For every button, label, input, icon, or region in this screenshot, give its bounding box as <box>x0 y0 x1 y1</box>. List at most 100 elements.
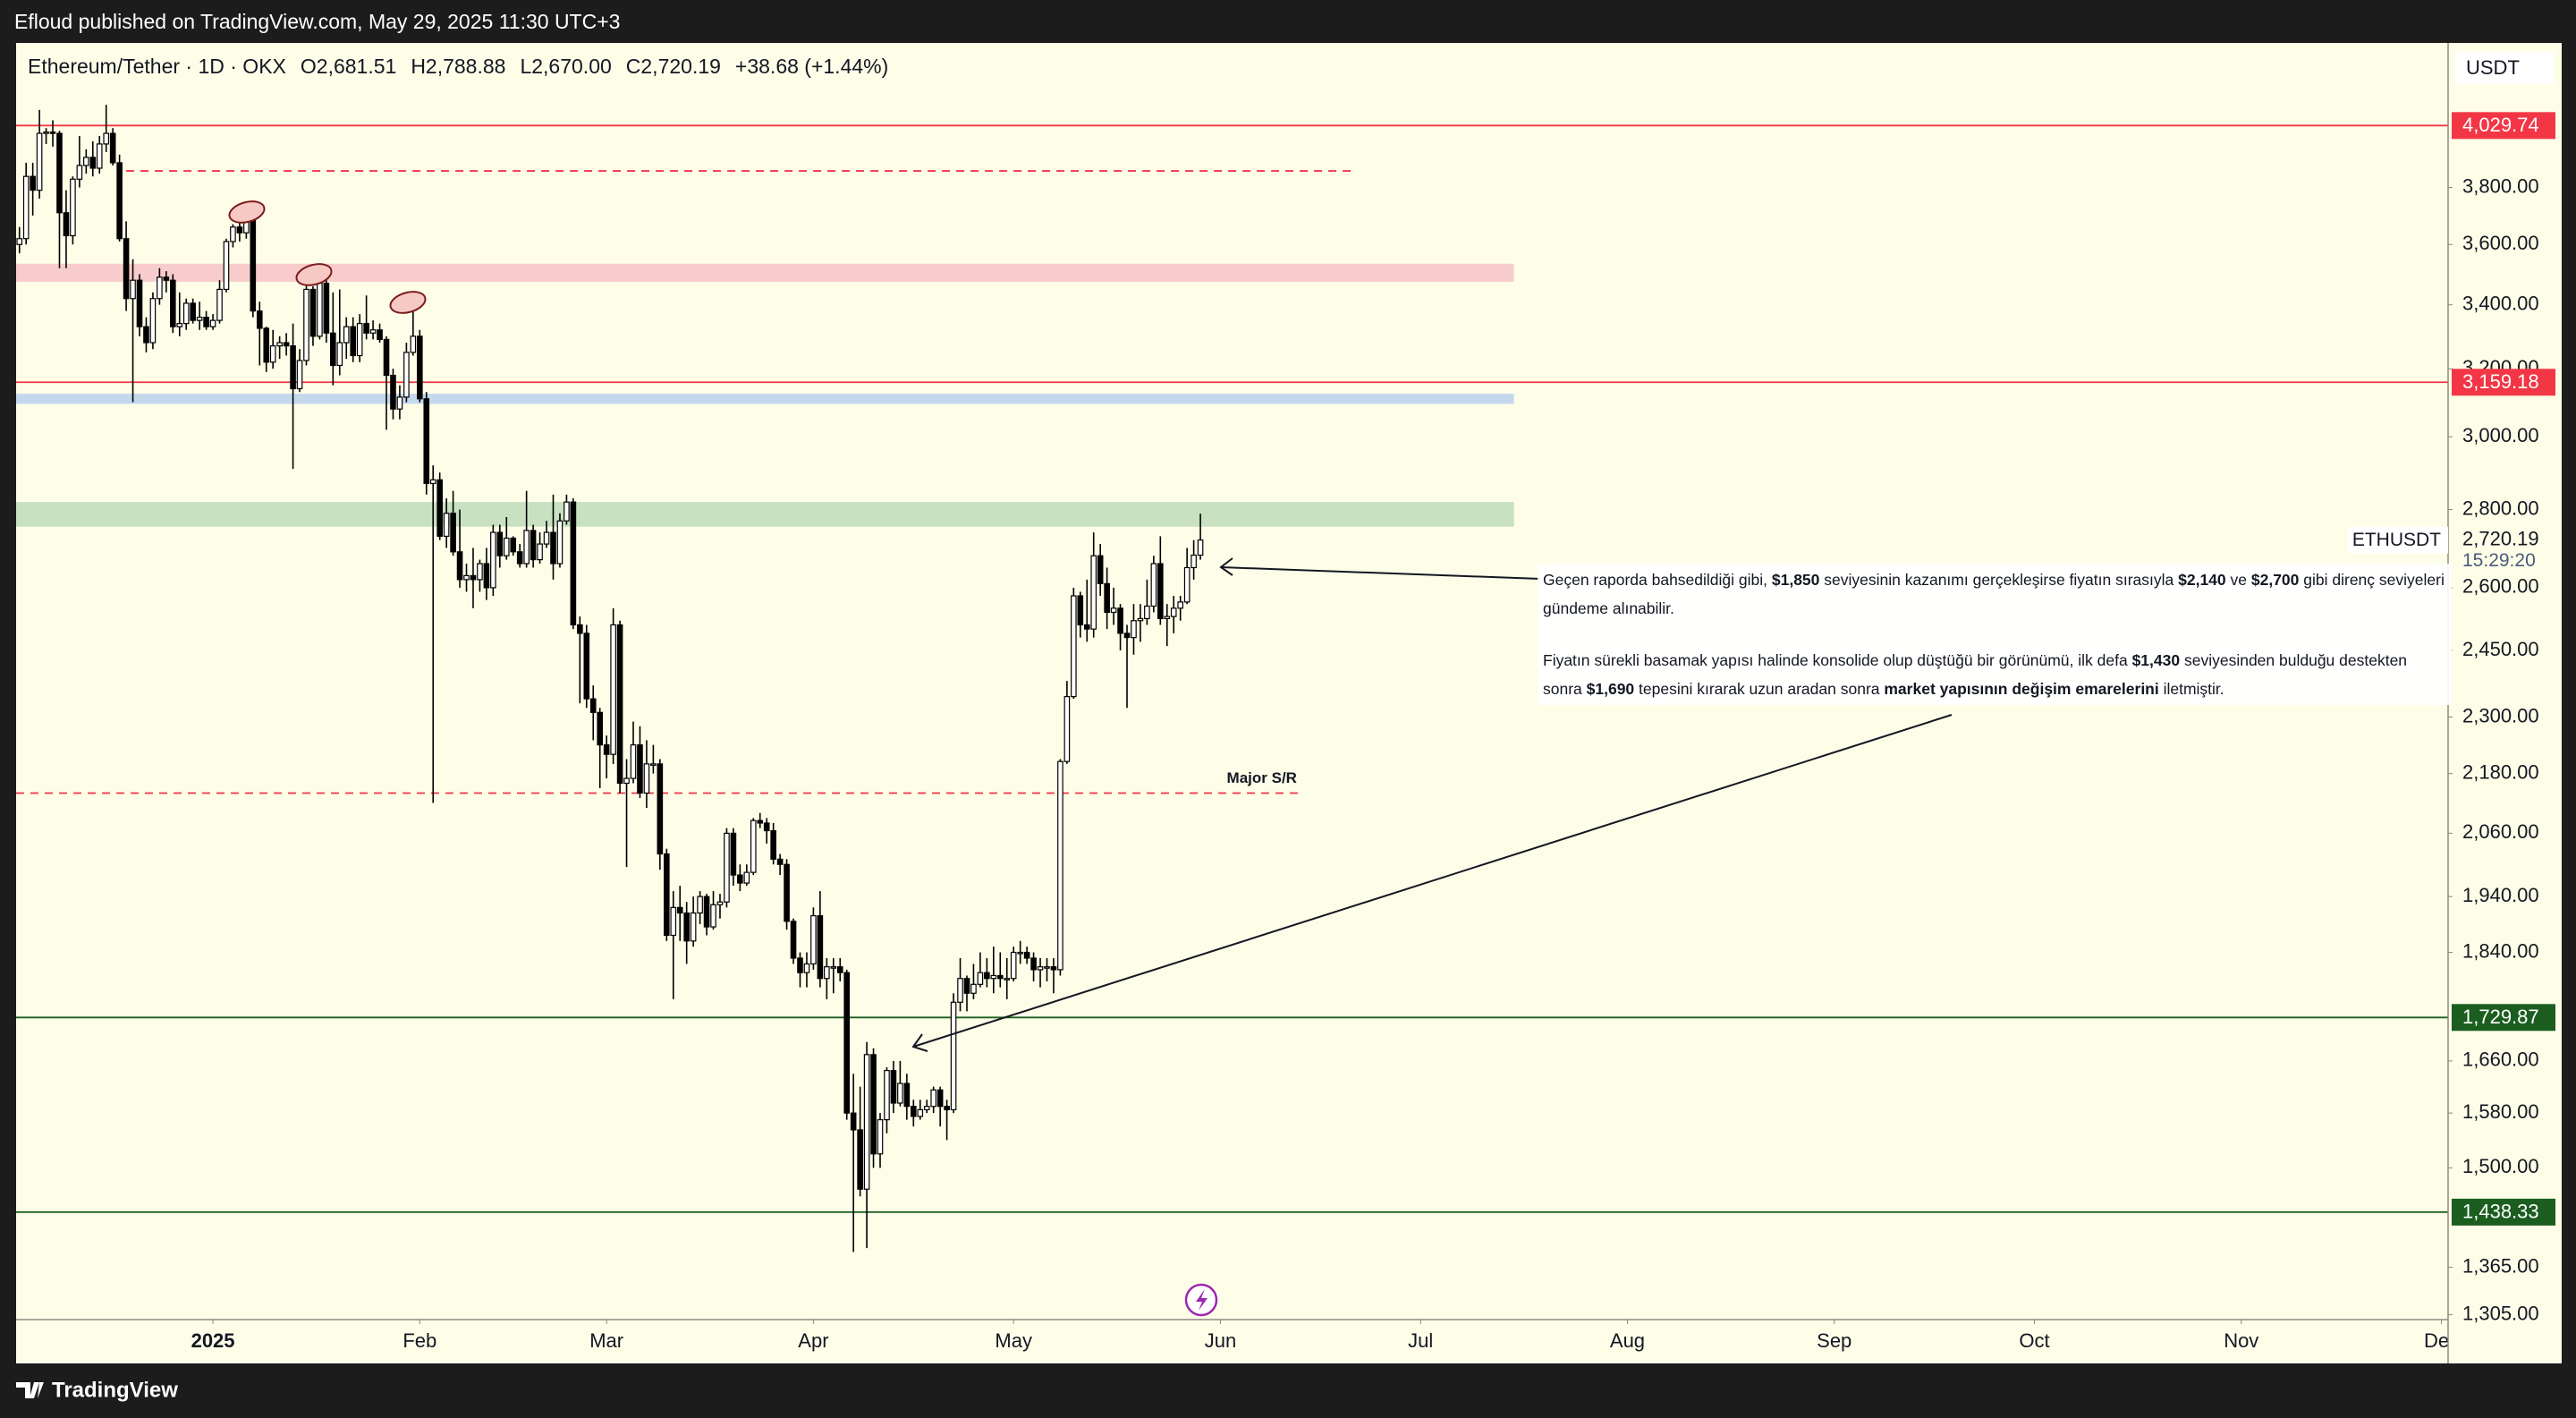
candle-body <box>790 921 797 959</box>
candle-body <box>603 744 610 755</box>
y-tick-label: 3,800.00 <box>2462 174 2539 197</box>
candle-body <box>1131 620 1137 639</box>
candle-body <box>630 744 637 779</box>
candle-body <box>276 342 283 347</box>
candle-body <box>597 711 604 746</box>
candle-body <box>543 531 550 545</box>
x-tick-label: Nov <box>2224 1329 2258 1352</box>
candle-body <box>763 822 770 832</box>
candle-body <box>176 323 183 327</box>
plot: Major S/R 2025 Feb Mar Apr May Jun Jul Aug Sep Oct… <box>16 43 2562 1363</box>
candle-body <box>256 310 263 329</box>
candle-body <box>283 342 290 347</box>
candle-body <box>1090 555 1097 630</box>
candle-body <box>1097 555 1104 584</box>
candle-body <box>503 537 510 556</box>
candle-body <box>436 479 443 537</box>
candle-body <box>970 983 977 994</box>
candle-body <box>290 345 296 390</box>
candle-body <box>49 131 56 134</box>
x-tick-label: May <box>995 1329 1032 1352</box>
candle-body <box>757 819 764 824</box>
candle-body <box>149 298 157 344</box>
candle-body <box>1004 978 1011 981</box>
note-text: seviyesinden bulduğu destekten sonra <box>1543 651 2408 698</box>
candle-body <box>770 829 776 860</box>
candle-body <box>810 915 817 965</box>
candle-body <box>917 1108 924 1117</box>
candle-body <box>43 131 49 134</box>
candle-body <box>157 276 163 300</box>
candle-body <box>664 853 670 937</box>
footer-brand: TradingView <box>52 1378 178 1402</box>
arrow <box>912 714 1953 1048</box>
candle-body <box>350 326 357 357</box>
y-tick-label: 2,060.00 <box>2462 820 2539 843</box>
y-tick-label: 2,800.00 <box>2462 497 2539 519</box>
candle-body <box>363 323 369 334</box>
candle-body <box>309 288 317 337</box>
candle-body <box>70 178 76 237</box>
note-bold: $1,430 <box>2131 651 2181 669</box>
candle-body <box>83 157 89 166</box>
candle-body <box>1183 566 1191 603</box>
note-text: iletmiştir. <box>2158 680 2224 698</box>
note-text: seviyesinin kazanımı gerçekleşirse fiyat… <box>1819 571 2179 589</box>
candle-body <box>1117 607 1123 634</box>
candle-body <box>797 957 803 973</box>
x-tick-label: Aug <box>1610 1329 1645 1352</box>
candle-body <box>936 1089 944 1108</box>
countdown: 15:29:20 <box>2462 550 2536 571</box>
candle-body <box>450 513 456 553</box>
highlight-ellipse <box>295 263 333 286</box>
note-bold: market yapısının değişim emarelerini <box>1884 680 2159 698</box>
y-tick-label: 2,300.00 <box>2462 704 2539 726</box>
arrow <box>1220 566 1541 580</box>
y-tick-label: 1,365.00 <box>2462 1254 2539 1277</box>
currency-box <box>2455 52 2554 84</box>
candle-body <box>216 288 223 321</box>
candle-body <box>824 966 830 980</box>
candle-body <box>930 1089 936 1108</box>
candle-body <box>643 763 650 794</box>
candle-body <box>470 574 477 581</box>
symbol: Ethereum/Tether · 1D · OKX <box>28 55 286 78</box>
candle-body <box>583 633 590 700</box>
candle-body <box>683 912 690 942</box>
y-tick-label: 1,840.00 <box>2462 939 2539 962</box>
candle-body <box>616 624 623 785</box>
candle-body <box>203 317 209 327</box>
candle-body <box>977 972 984 985</box>
candle-body <box>269 345 276 363</box>
note-text: gibi direnç seviyeleri gündeme alınabili… <box>1543 571 2445 617</box>
candle-body <box>623 777 630 785</box>
annotation-note: Geçen raporda bahsedildiği gibi, $1,850 … <box>1538 564 2452 705</box>
candle-body <box>403 352 410 398</box>
y-tick-label: 2,180.00 <box>2462 760 2539 783</box>
candle-body <box>570 501 577 626</box>
candle-body <box>857 1129 863 1190</box>
level-badge <box>2452 1004 2555 1032</box>
candle-body <box>657 763 664 855</box>
level-badge <box>2452 1198 2555 1226</box>
candle-body <box>670 906 677 937</box>
level-badge <box>2452 112 2555 140</box>
level-badge <box>2452 369 2555 396</box>
candle-body <box>610 624 616 755</box>
zone <box>16 394 1514 404</box>
candle-body <box>870 1054 877 1155</box>
symbol-badge <box>2348 526 2448 554</box>
publisher: Efloud published on TradingView.com, May… <box>14 10 620 33</box>
candle-body <box>323 283 330 334</box>
y-tick-label: 1,660.00 <box>2462 1049 2539 1071</box>
candle-body <box>1157 563 1164 620</box>
candle-body <box>710 904 716 928</box>
candle-body <box>730 832 737 876</box>
level-label: 1,729.87 <box>2462 1006 2539 1028</box>
tv-logo <box>16 1382 44 1398</box>
note-bold: $2,700 <box>2250 571 2300 589</box>
candle-body <box>1063 696 1071 762</box>
top-bar <box>0 0 2576 43</box>
candle-body <box>1177 601 1183 609</box>
candle-body <box>417 335 423 400</box>
